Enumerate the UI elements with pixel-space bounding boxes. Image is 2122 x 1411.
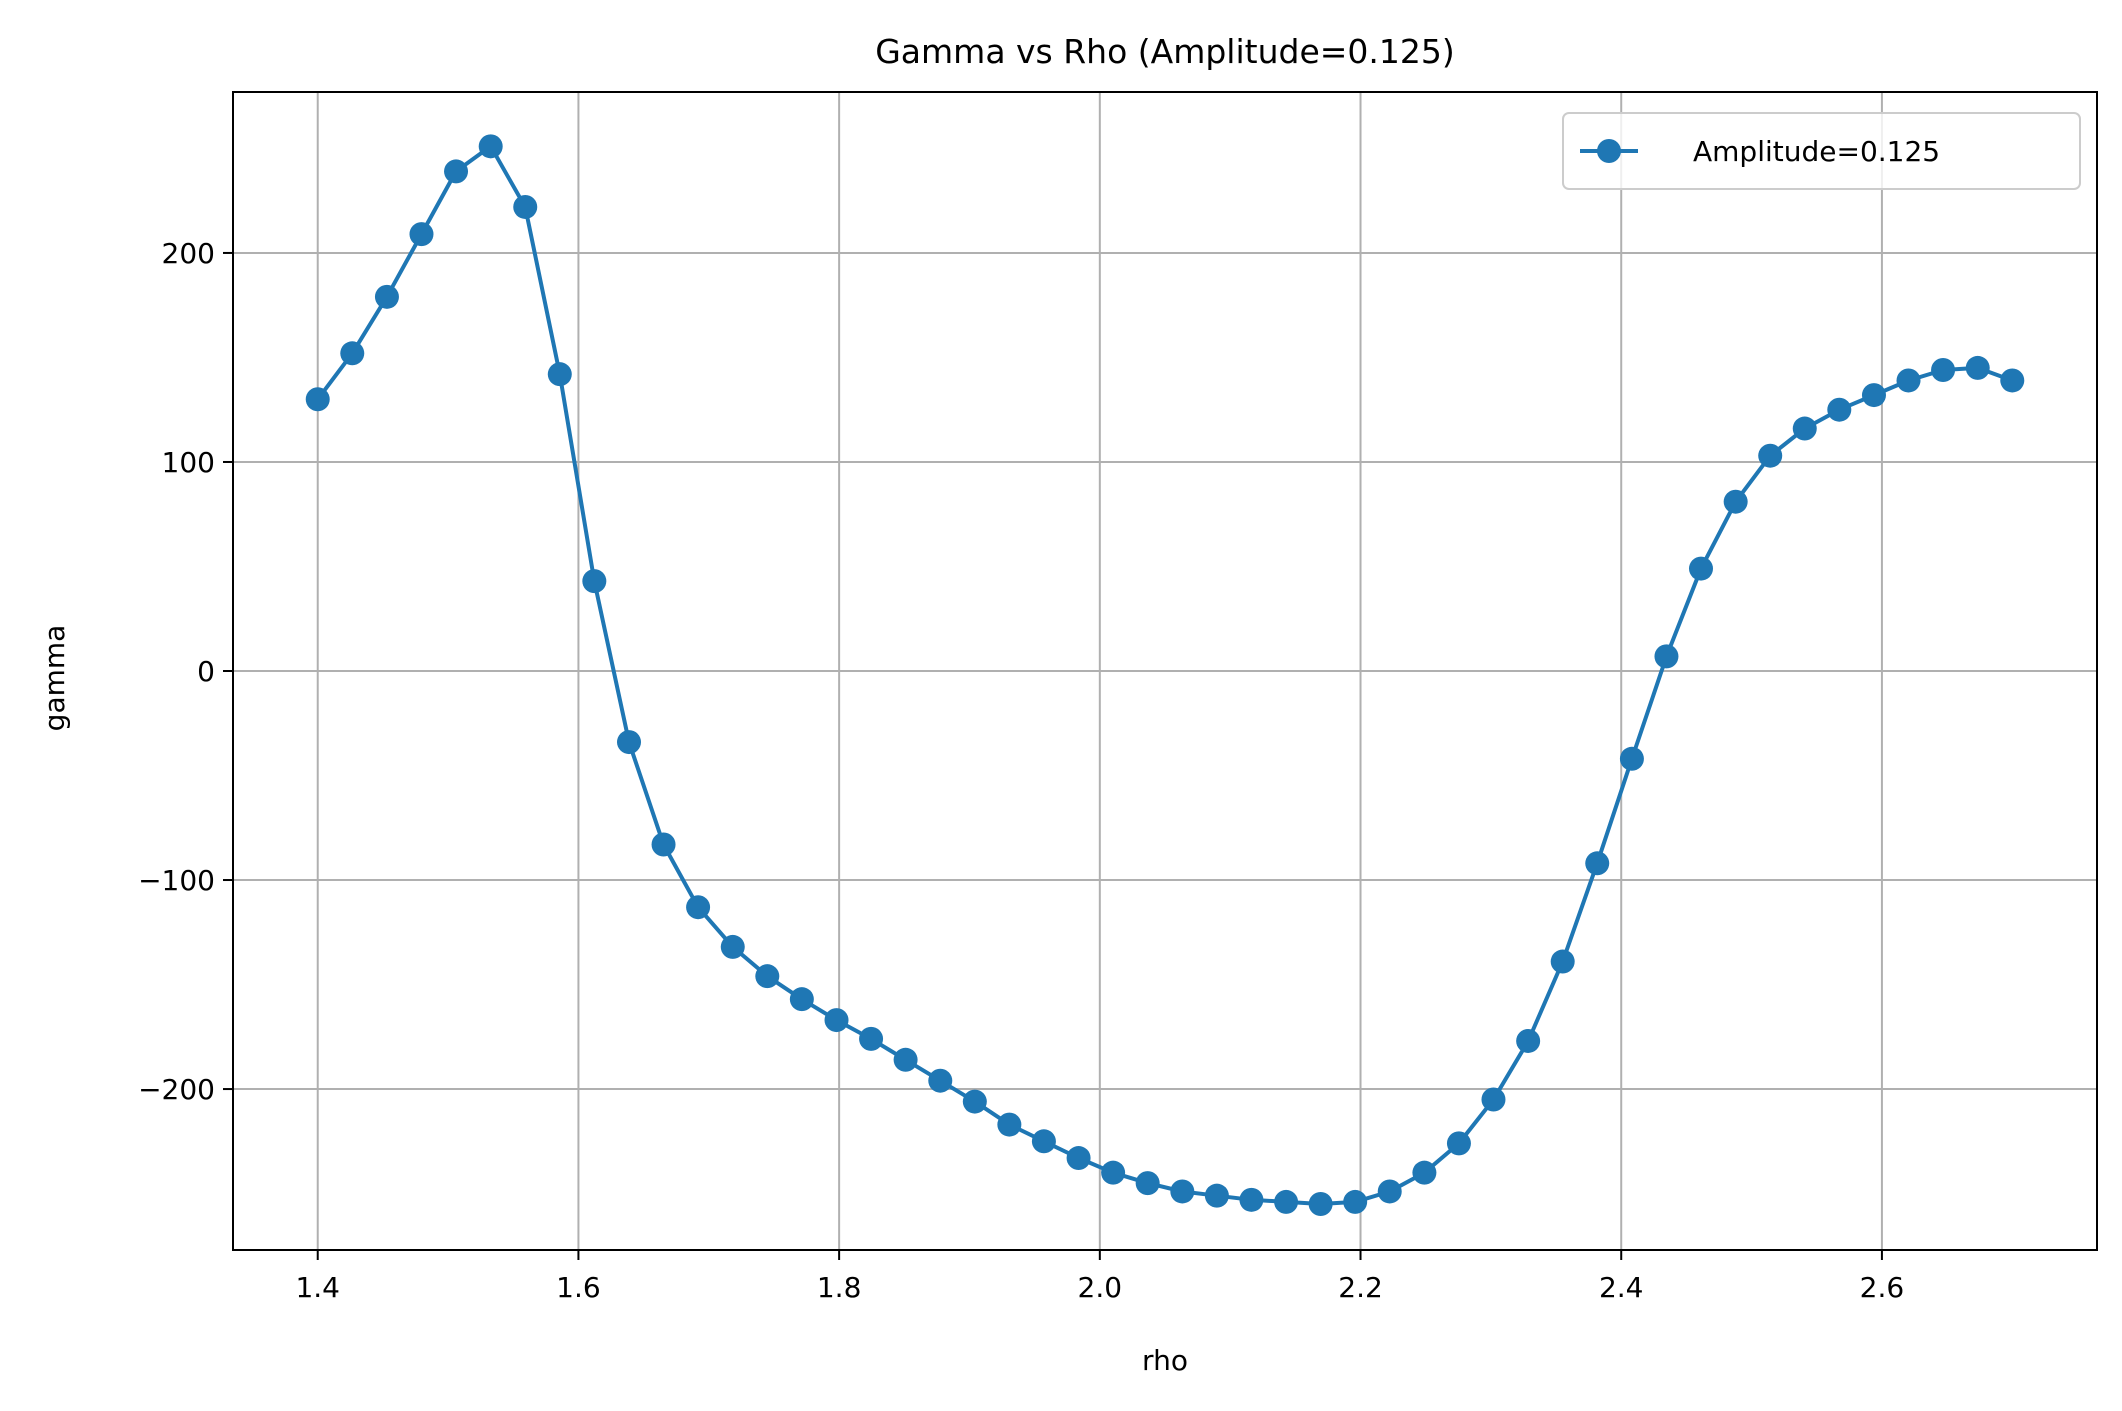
data-point [1101, 1160, 1126, 1185]
y-axis-label: gamma [38, 625, 71, 732]
data-point [582, 569, 607, 594]
data-point [305, 387, 330, 412]
legend-marker-swatch [1597, 139, 1621, 163]
data-point [686, 895, 711, 920]
data-point [1066, 1146, 1091, 1171]
data-point [513, 194, 538, 219]
data-point [1896, 368, 1921, 393]
data-point [1931, 358, 1956, 383]
data-point [1446, 1131, 1471, 1156]
legend: Amplitude=0.125 [1562, 112, 2081, 190]
data-point [1654, 644, 1679, 669]
data-point [651, 832, 676, 857]
data-point [1723, 489, 1748, 514]
data-point [1688, 556, 1713, 581]
chart-title: Gamma vs Rho (Amplitude=0.125) [875, 32, 1455, 71]
data-point [1412, 1160, 1437, 1185]
data-point [617, 730, 642, 755]
data-point [1965, 355, 1990, 380]
data-point [1170, 1179, 1195, 1204]
data-point [1239, 1187, 1264, 1212]
x-tick-label: 1.4 [295, 1271, 340, 1304]
data-point [755, 964, 780, 989]
x-tick-label: 1.6 [556, 1271, 601, 1304]
data-point [1204, 1183, 1229, 1208]
data-point [1308, 1192, 1333, 1217]
legend-box [1562, 112, 2081, 190]
data-point [928, 1068, 953, 1093]
data-point [1343, 1189, 1368, 1214]
x-tick-label: 2.2 [1338, 1271, 1383, 1304]
x-tick-label: 2.4 [1599, 1271, 1644, 1304]
data-point [1377, 1179, 1402, 1204]
data-point [1516, 1028, 1541, 1053]
legend-label: Amplitude=0.125 [1693, 135, 1940, 168]
x-tick-label: 2.6 [1860, 1271, 1905, 1304]
data-point [1031, 1129, 1056, 1154]
y-tick-label: 0 [197, 655, 215, 688]
y-tick-label: −200 [138, 1073, 215, 1106]
x-tick-label: 1.8 [817, 1271, 862, 1304]
x-tick-label: 2.0 [1078, 1271, 1123, 1304]
data-point [478, 134, 503, 159]
data-point [340, 341, 365, 366]
data-point [1585, 851, 1610, 876]
data-point [1827, 397, 1852, 422]
data-point [1792, 416, 1817, 441]
data-point [409, 222, 434, 247]
data-point [720, 934, 745, 959]
y-tick-label: 200 [162, 237, 215, 270]
data-point [444, 159, 469, 184]
data-point [1481, 1087, 1506, 1112]
plot-area [305, 134, 2025, 1217]
data-point [547, 362, 572, 387]
data-point [374, 284, 399, 309]
data-point [789, 987, 814, 1012]
data-point [859, 1026, 884, 1051]
grid-lines [233, 92, 2097, 1250]
data-point [962, 1089, 987, 1114]
data-point [824, 1008, 849, 1033]
data-point [2000, 368, 2025, 393]
x-axis-label: rho [1142, 1344, 1188, 1377]
data-point [893, 1047, 918, 1072]
data-point [1758, 443, 1783, 468]
data-point [997, 1112, 1022, 1137]
data-point [1861, 383, 1886, 408]
data-point [1274, 1189, 1299, 1214]
series-line [316, 144, 2013, 1206]
y-tick-label: −100 [138, 864, 215, 897]
data-point [1619, 746, 1644, 771]
data-point [1550, 949, 1575, 974]
data-point [1135, 1171, 1160, 1196]
y-tick-label: 100 [162, 446, 215, 479]
axis-ticks: 1.4 1.6 1.8 2.0 2.2 2.4 2.6 200 100 0 −100 −200 [138, 237, 1904, 1304]
